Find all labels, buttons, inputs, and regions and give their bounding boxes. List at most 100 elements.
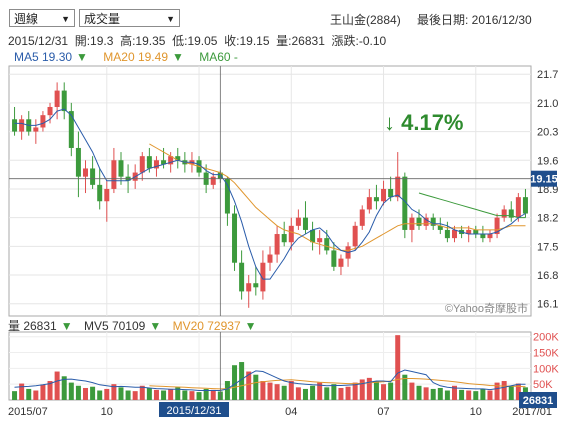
mv20-line bbox=[149, 378, 526, 390]
volume-bar bbox=[97, 390, 103, 400]
indicator-select[interactable]: 成交量 ▼ bbox=[79, 9, 180, 27]
candle bbox=[61, 90, 67, 112]
volume-bar bbox=[196, 392, 202, 400]
mv5-line bbox=[14, 369, 526, 391]
volume-bar bbox=[338, 387, 344, 400]
volume-bar bbox=[54, 371, 60, 400]
mv5-legend: MV5 70109 bbox=[83, 319, 146, 333]
candle bbox=[267, 254, 273, 263]
volume-arrow-icon: ▼ bbox=[60, 319, 73, 333]
candle bbox=[437, 225, 443, 230]
candle bbox=[168, 156, 174, 165]
candle bbox=[246, 283, 252, 292]
volume-bar bbox=[189, 391, 195, 400]
volume-bar bbox=[260, 381, 266, 400]
volume-bar bbox=[302, 388, 308, 400]
ma60-legend: MA60 - bbox=[199, 50, 238, 64]
volume-bar bbox=[203, 388, 209, 400]
volume-crosshair-label: 26831 bbox=[523, 395, 554, 407]
candle bbox=[473, 229, 479, 235]
volume-bar bbox=[345, 386, 351, 400]
candle bbox=[224, 178, 230, 214]
volume-crosshair-label-bg bbox=[519, 392, 557, 408]
candle bbox=[338, 258, 344, 267]
price-tick-label: 18.2 bbox=[537, 213, 558, 225]
volume-bar bbox=[444, 390, 450, 400]
indicator-select-value: 成交量 bbox=[84, 12, 121, 26]
volume-bar bbox=[75, 385, 81, 400]
volume-bar bbox=[480, 388, 486, 400]
volume-bar bbox=[33, 390, 39, 400]
ma20-line bbox=[149, 143, 526, 251]
volume-bar bbox=[232, 365, 238, 400]
volume-bar bbox=[47, 381, 53, 400]
candle bbox=[40, 115, 46, 128]
volume-bar bbox=[132, 391, 138, 400]
date-crosshair-label: 2015/12/31 bbox=[166, 405, 221, 417]
volume-bar bbox=[466, 390, 472, 400]
candle bbox=[381, 188, 387, 202]
volume-bar bbox=[359, 379, 365, 400]
volume-bar bbox=[61, 376, 67, 400]
candle bbox=[508, 209, 514, 218]
candle bbox=[111, 160, 117, 189]
volume-bar bbox=[111, 384, 117, 400]
candle bbox=[68, 111, 74, 148]
mv5-arrow-icon: ▼ bbox=[149, 319, 162, 333]
candle bbox=[153, 160, 159, 169]
candle bbox=[288, 225, 294, 243]
volume-bar bbox=[125, 390, 131, 400]
volume-bar bbox=[459, 389, 465, 400]
candle bbox=[501, 209, 507, 218]
volume-bar bbox=[409, 382, 415, 400]
volume-bar bbox=[83, 387, 89, 400]
volume-bar bbox=[182, 390, 188, 400]
date-crosshair-label-bg bbox=[159, 402, 229, 417]
volume-tick-label: 100K bbox=[533, 363, 559, 375]
volume-bar bbox=[451, 385, 457, 400]
ma-legend: MA5 19.30 ▼ MA20 19.49 ▼ MA60 - bbox=[14, 50, 242, 64]
volume-bar bbox=[168, 388, 174, 400]
stock-name: 王山金(2884) bbox=[330, 13, 401, 27]
candle bbox=[331, 250, 337, 267]
volume-bar bbox=[324, 387, 330, 400]
volume-bar bbox=[317, 382, 323, 400]
change-annotation: ↓ 4.17% bbox=[384, 110, 464, 135]
volume-bar bbox=[437, 387, 443, 400]
volume-bar bbox=[210, 389, 216, 400]
volume-bar bbox=[388, 382, 394, 400]
time-tick-label: 04 bbox=[285, 406, 297, 418]
candle bbox=[12, 119, 18, 132]
volume-bar bbox=[288, 381, 294, 400]
candle bbox=[104, 188, 110, 202]
period-select[interactable]: 週線 ▼ bbox=[9, 9, 75, 27]
volume-bar bbox=[494, 382, 500, 400]
volume-bar bbox=[416, 385, 422, 400]
chevron-down-icon: ▼ bbox=[61, 14, 70, 24]
volume-bar bbox=[473, 391, 479, 400]
volume-bar bbox=[373, 381, 379, 400]
ma5-arrow-icon: ▼ bbox=[76, 50, 88, 64]
ma20-legend: MA20 19.49 bbox=[103, 50, 168, 64]
volume-bar bbox=[487, 390, 493, 400]
volume-bar bbox=[267, 382, 273, 400]
candle bbox=[480, 234, 486, 239]
price-panel bbox=[8, 65, 532, 317]
candle bbox=[366, 197, 372, 210]
price-crosshair-label: 19.15 bbox=[530, 174, 558, 186]
volume-tick-label: 150K bbox=[533, 348, 559, 360]
candle bbox=[324, 238, 330, 251]
candle bbox=[430, 217, 436, 226]
candle bbox=[487, 234, 493, 239]
candle bbox=[451, 229, 457, 239]
ma5-line bbox=[14, 108, 526, 280]
candle bbox=[232, 213, 238, 263]
volume-bar bbox=[153, 389, 159, 400]
candle bbox=[494, 217, 500, 235]
candle bbox=[515, 197, 521, 218]
candle bbox=[118, 160, 124, 177]
candle bbox=[466, 229, 472, 235]
price-crosshair-label-bg bbox=[531, 170, 557, 187]
volume-bar bbox=[381, 384, 387, 400]
